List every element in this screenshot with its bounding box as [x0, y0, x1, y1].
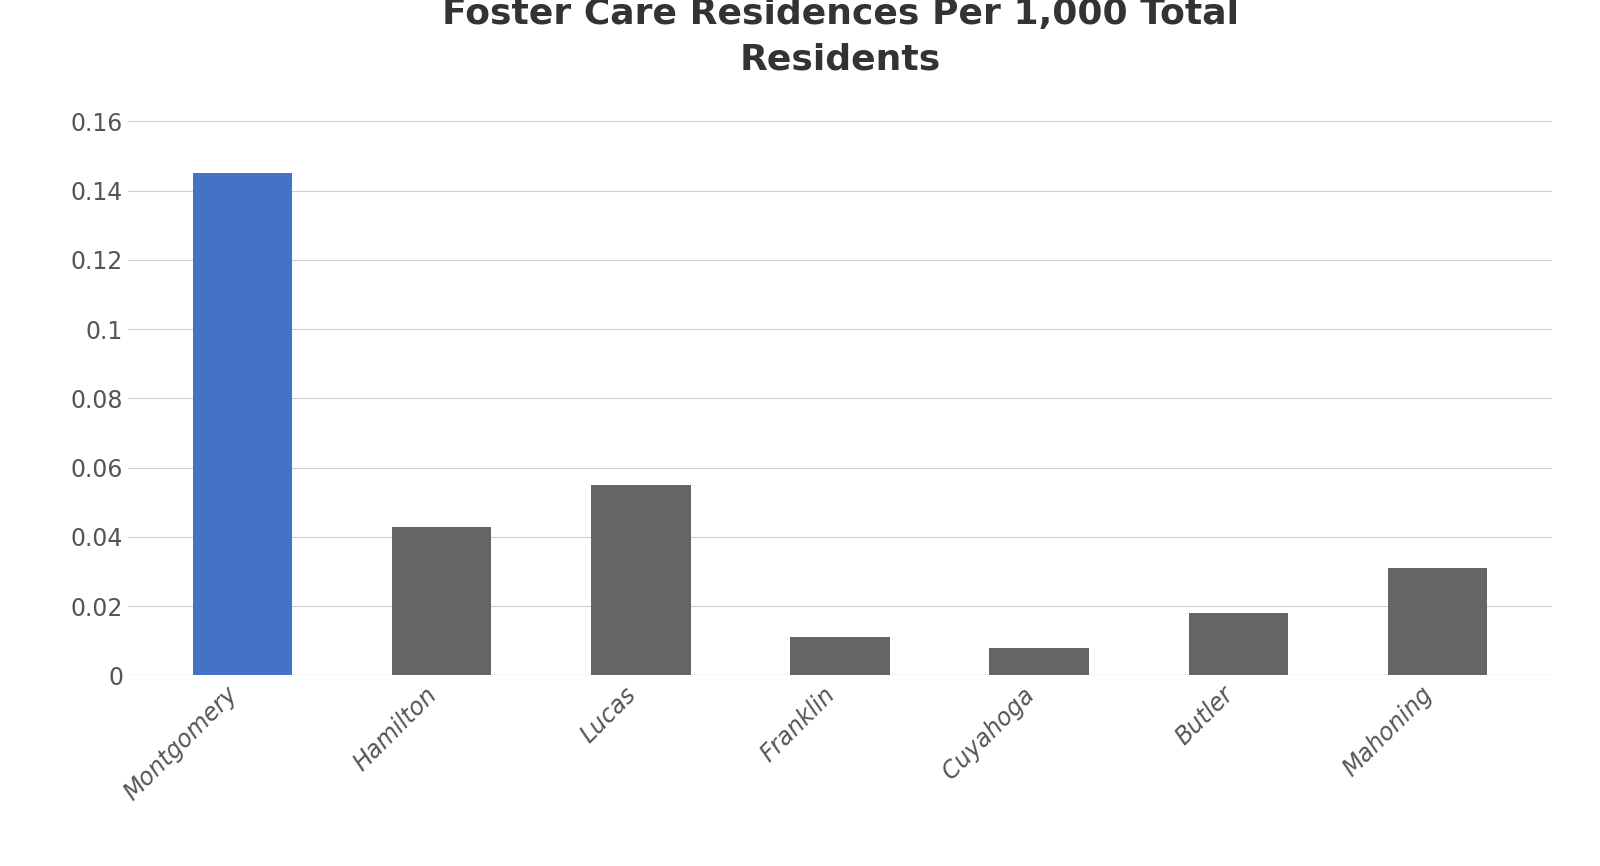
- Bar: [1387, 568, 1488, 675]
- Title: Foster Care Residences Per 1,000 Total
Residents: Foster Care Residences Per 1,000 Total R…: [442, 0, 1238, 76]
- Bar: [790, 637, 890, 675]
- Bar: [590, 485, 691, 675]
- Bar: [392, 527, 491, 675]
- Bar: [192, 173, 293, 675]
- Bar: [989, 648, 1090, 675]
- Bar: [1189, 613, 1288, 675]
